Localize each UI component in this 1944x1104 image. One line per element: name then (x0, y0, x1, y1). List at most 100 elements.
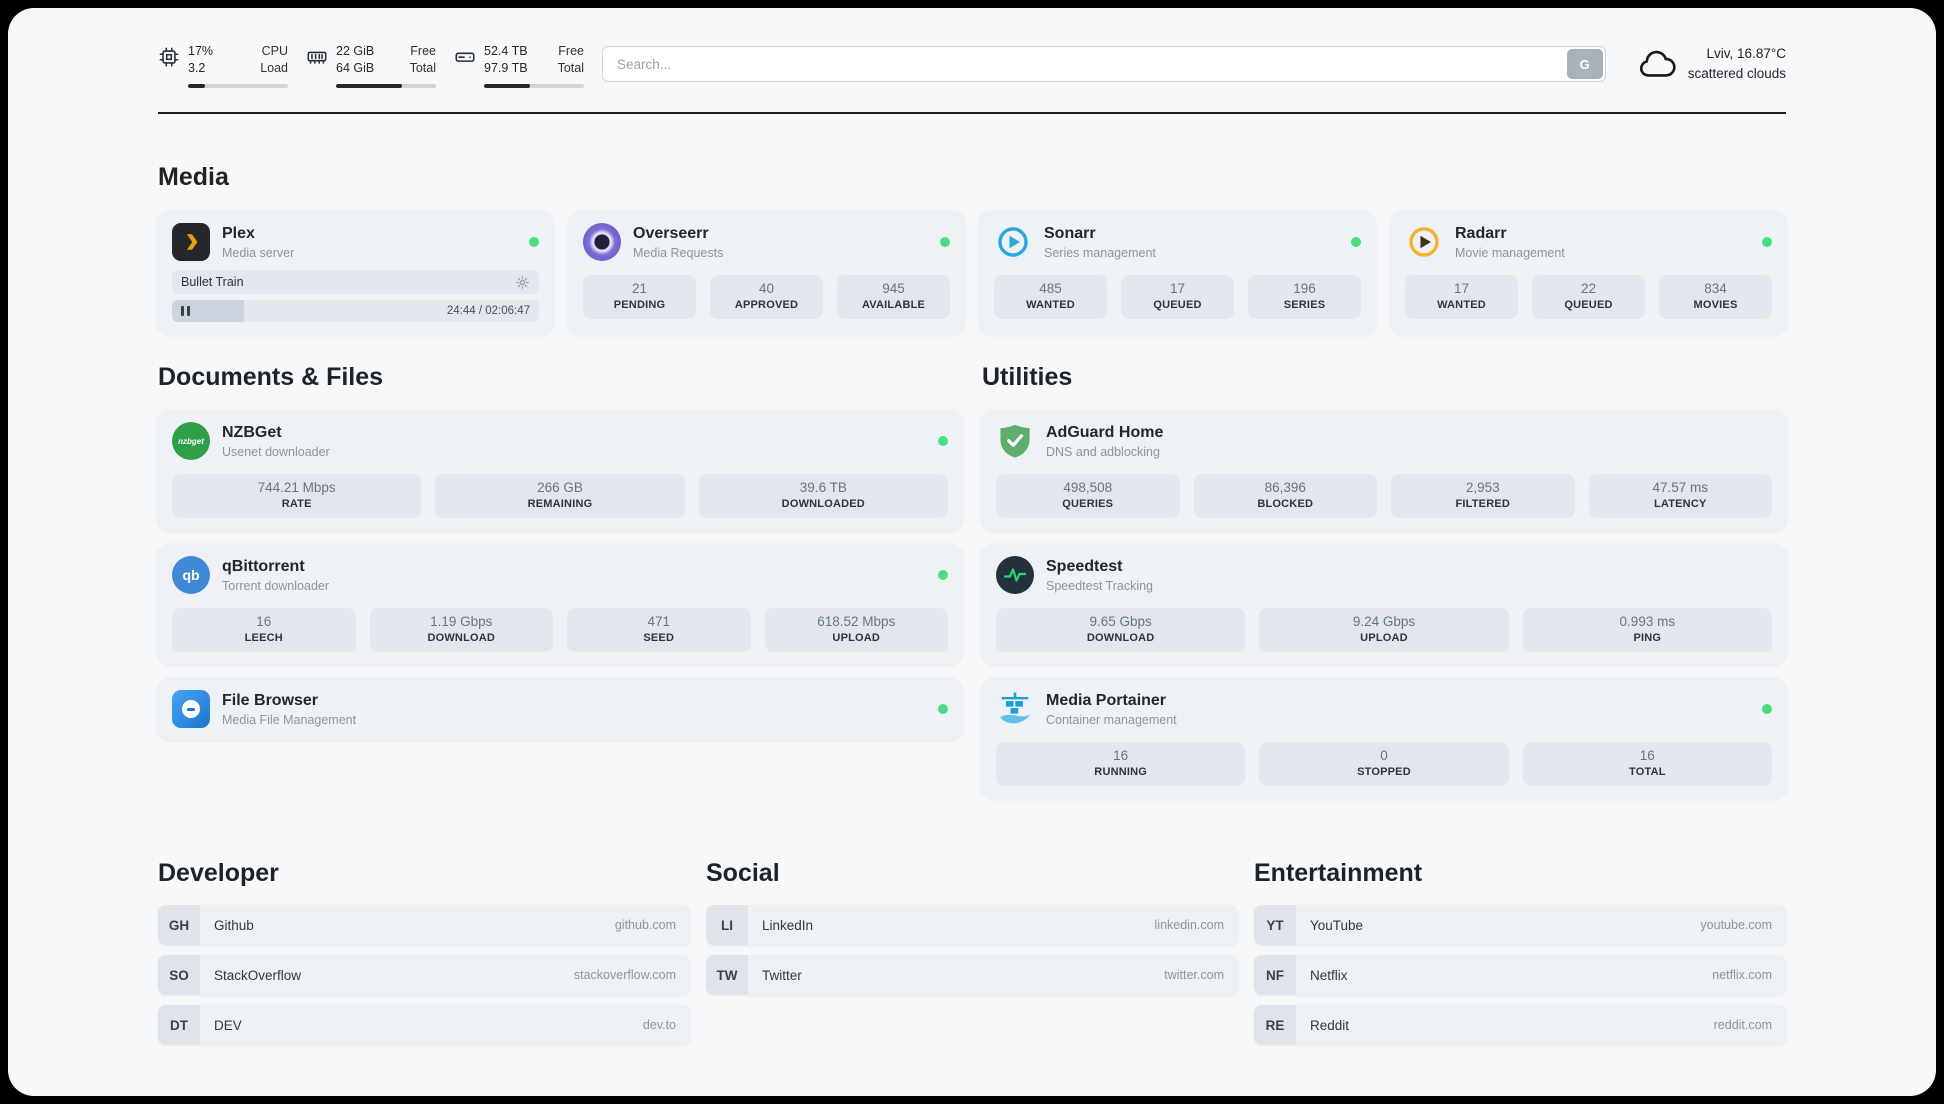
section-documents: Documents & Files nzbget NZBGet Usenet d… (158, 362, 962, 798)
status-dot (938, 704, 948, 714)
media-grid: Plex Media server Bullet Train (158, 211, 1786, 334)
status-dot (1351, 237, 1361, 247)
cpu-icon (158, 46, 180, 68)
stat-value: 1.19 Gbps (430, 614, 493, 629)
service-subtitle: Usenet downloader (222, 444, 330, 459)
stat-label: DOWNLOAD (1086, 632, 1155, 644)
stat-label: PENDING (613, 299, 666, 311)
service-subtitle: Media Requests (633, 245, 724, 260)
player-progress[interactable]: 24:44 / 02:06:47 (172, 300, 539, 322)
disk-free-value: 52.4 TB (484, 43, 528, 58)
nzbget-stats: 744.21 Mbps RATE 266 GB REMAINING 39.6 T… (172, 474, 948, 518)
search-bar: G (602, 46, 1606, 82)
stat-box: 0 STOPPED (1259, 742, 1509, 786)
bookmark-name: Reddit (1310, 1017, 1350, 1033)
stat-box: 196 SERIES (1248, 275, 1361, 319)
service-card-qbittorrent[interactable]: qb qBittorrent Torrent downloader 16 LEE… (158, 544, 962, 664)
header-divider (158, 112, 1786, 114)
cpu-label-top: CPU (261, 43, 288, 58)
service-name: Media Portainer (1046, 691, 1167, 709)
stat-value: 0.993 ms (1619, 614, 1676, 629)
bookmark-abbr: GH (158, 905, 200, 945)
stat-value: 40 (758, 281, 775, 296)
service-card-adguard[interactable]: AdGuard Home DNS and adblocking 498,508 … (982, 410, 1786, 530)
bookmark-item[interactable]: NF Netflix netflix.com (1254, 955, 1786, 995)
adguard-icon (996, 422, 1034, 460)
stat-label: UPLOAD (1360, 632, 1408, 644)
service-card-nzbget[interactable]: nzbget NZBGet Usenet downloader 744.21 M… (158, 410, 962, 530)
service-card-filebrowser[interactable]: File Browser Media File Management (158, 678, 962, 740)
service-card-speedtest[interactable]: Speedtest Speedtest Tracking 9.65 Gbps D… (982, 544, 1786, 664)
stat-value: 945 (882, 281, 905, 296)
search-input[interactable] (602, 46, 1606, 82)
bookmark-item[interactable]: SO StackOverflow stackoverflow.com (158, 955, 690, 995)
status-dot (940, 237, 950, 247)
bookmark-item[interactable]: YT YouTube youtube.com (1254, 905, 1786, 945)
search-engine-button[interactable]: G (1566, 49, 1603, 79)
bookmark-item[interactable]: DT DEV dev.to (158, 1005, 690, 1045)
bookmark-item[interactable]: LI LinkedIn linkedin.com (706, 905, 1238, 945)
social-bookmarks: LI LinkedIn linkedin.com TW Twitter twit… (706, 905, 1238, 995)
top-bar: 17% 3.2 CPU Load (8, 40, 1936, 88)
stat-label: STOPPED (1357, 766, 1411, 778)
bookmark-abbr: RE (1254, 1005, 1296, 1045)
gear-icon[interactable] (515, 275, 530, 290)
bookmark-abbr: SO (158, 955, 200, 995)
stat-label: QUEUED (1153, 299, 1202, 311)
weather-condition: scattered clouds (1687, 66, 1786, 81)
stat-value: 22 (1580, 281, 1597, 296)
stat-value: 471 (647, 614, 671, 629)
stat-label: MOVIES (1693, 299, 1738, 311)
overseerr-icon (583, 223, 621, 261)
status-dot (529, 237, 539, 247)
stat-label: RUNNING (1094, 766, 1148, 778)
stat-value: 16 (1113, 748, 1129, 763)
pause-icon[interactable] (181, 306, 190, 316)
bookmark-url: youtube.com (1700, 918, 1772, 932)
ram-progress-track (336, 83, 436, 88)
bookmark-name: LinkedIn (762, 917, 814, 933)
stat-value: 17 (1169, 281, 1186, 296)
stat-box: 9.65 Gbps DOWNLOAD (996, 608, 1246, 652)
stat-box: 21 PENDING (583, 275, 696, 319)
stat-label: LEECH (244, 632, 283, 644)
service-card-radarr[interactable]: Radarr Movie management 17 WANTED 22 QUE… (1391, 211, 1786, 334)
section-utilities: Utilities AdGuard Home (982, 362, 1786, 798)
stat-value: 834 (1704, 281, 1727, 296)
stat-label: WANTED (1437, 299, 1486, 311)
status-dot (1762, 704, 1772, 714)
service-card-portainer[interactable]: Media Portainer Container management 16 … (982, 678, 1786, 798)
stat-value: 39.6 TB (799, 480, 847, 495)
service-name: AdGuard Home (1046, 423, 1164, 441)
bookmark-item[interactable]: GH Github github.com (158, 905, 690, 945)
service-subtitle: Movie management (1455, 245, 1565, 260)
stat-label: DOWNLOAD (427, 632, 496, 644)
bookmark-item[interactable]: TW Twitter twitter.com (706, 955, 1238, 995)
stat-label: TOTAL (1628, 766, 1666, 778)
bookmark-abbr: YT (1254, 905, 1296, 945)
stat-label: REMAINING (527, 498, 593, 510)
bookmark-item[interactable]: RE Reddit reddit.com (1254, 1005, 1786, 1045)
service-subtitle: DNS and adblocking (1046, 444, 1160, 459)
developer-bookmarks: GH Github github.com SO StackOverflow st… (158, 905, 690, 1045)
service-card-plex[interactable]: Plex Media server Bullet Train (158, 211, 553, 334)
stat-label: WANTED (1026, 299, 1075, 311)
bookmark-url: stackoverflow.com (573, 968, 676, 982)
bookmark-url: twitter.com (1164, 968, 1224, 982)
bookmark-name: DEV (214, 1017, 242, 1033)
service-subtitle: Torrent downloader (222, 578, 330, 593)
section-title-social: Social (706, 859, 780, 887)
stat-box: 16 TOTAL (1522, 742, 1772, 786)
service-card-overseerr[interactable]: Overseerr Media Requests 21 PENDING 40 A… (569, 211, 964, 334)
bookmark-abbr: LI (706, 905, 748, 945)
stat-label: SEED (643, 632, 675, 644)
stat-label: AVAILABLE (861, 299, 926, 311)
radarr-stats: 17 WANTED 22 QUEUED 834 MOVIES (1405, 275, 1772, 319)
stat-value: 47.57 ms (1652, 480, 1709, 495)
section-title-developer: Developer (158, 859, 279, 887)
ram-label-top: Free (410, 43, 436, 58)
service-card-sonarr[interactable]: Sonarr Series management 485 WANTED 17 Q… (980, 211, 1375, 334)
sonarr-icon (994, 223, 1032, 261)
service-name: Radarr (1455, 224, 1507, 242)
status-dot (938, 436, 948, 446)
